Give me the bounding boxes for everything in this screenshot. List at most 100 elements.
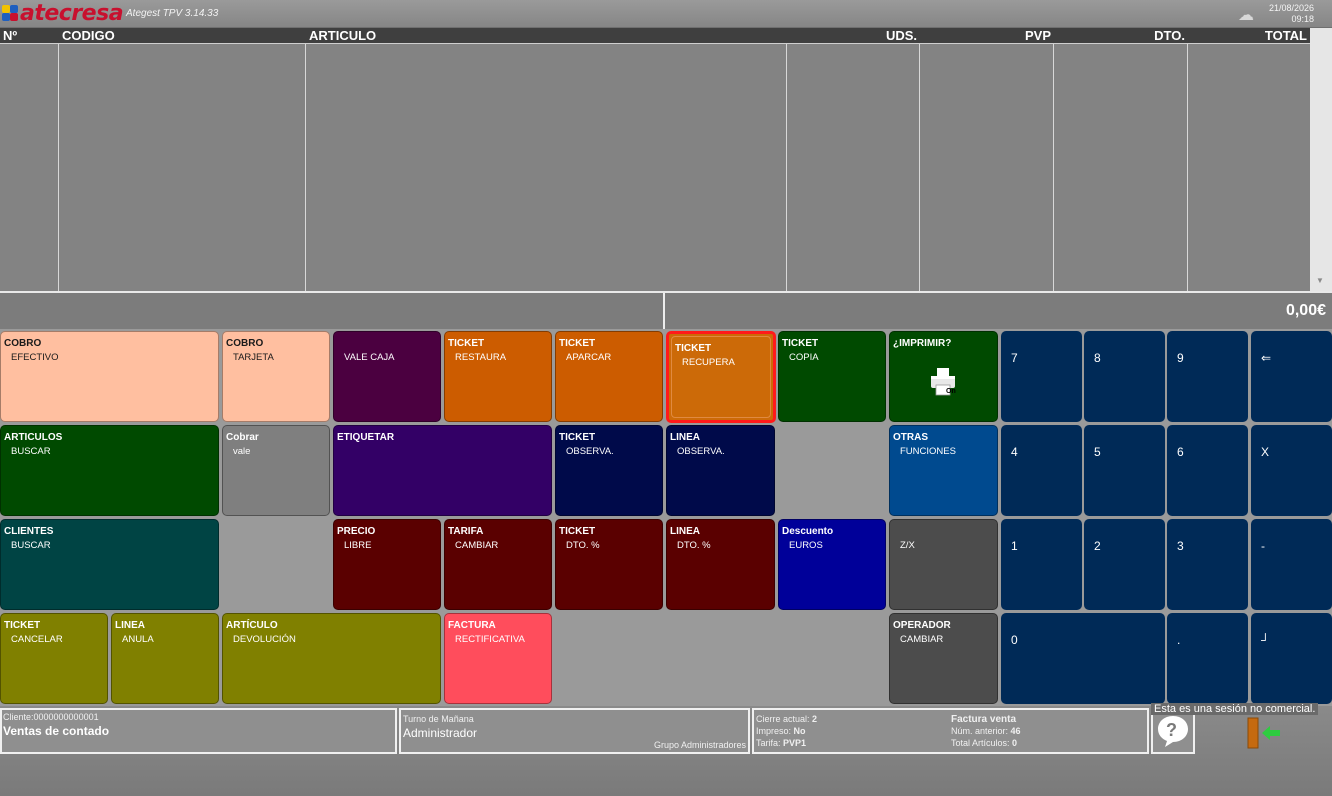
ticket-lines-table[interactable]: Nº CODIGO ARTICULO UDS. PVP DTO. TOTAL [0, 28, 1310, 291]
status-footer: Cliente:0000000000001 Ventas de contado … [0, 706, 1332, 796]
cierre-value: 2 [812, 714, 818, 724]
button-title: LINEA [115, 620, 145, 631]
table-scrollbar[interactable]: ▼ [1310, 28, 1332, 291]
button-title: FACTURA [448, 620, 496, 631]
svg-text:On: On [946, 388, 956, 395]
cobro-tarjeta-button[interactable]: COBRO TARJETA [222, 331, 330, 422]
column-header-dto: DTO. [1154, 28, 1185, 43]
key-enter[interactable]: ┘ [1251, 613, 1332, 704]
client-name: Ventas de contado [3, 724, 110, 738]
button-subtitle: BUSCAR [11, 540, 51, 551]
impreso-label: Impreso: [756, 726, 792, 736]
zx-button[interactable]: Z/X [889, 519, 998, 610]
button-subtitle: RECTIFICATIVA [455, 634, 525, 645]
imprimir-toggle-button[interactable]: ¿IMPRIMIR? On [889, 331, 998, 422]
button-subtitle: VALE CAJA [344, 352, 395, 363]
operador-cambiar-button[interactable]: OPERADOR CAMBIAR [889, 613, 998, 704]
button-subtitle: ANULA [122, 634, 154, 645]
shift-panel[interactable]: Turno de Mañana Administrador Grupo Admi… [399, 708, 750, 754]
articulos-buscar-button[interactable]: ARTICULOS BUSCAR [0, 425, 219, 516]
column-header-codigo: CODIGO [62, 28, 115, 43]
time-text: 09:18 [1291, 14, 1314, 24]
button-subtitle: vale [233, 446, 251, 457]
button-subtitle: OBSERVA. [677, 446, 725, 457]
key-label: 4 [1011, 445, 1018, 459]
key-minus[interactable]: - [1251, 519, 1332, 610]
key-9[interactable]: 9 [1167, 331, 1248, 422]
scroll-down-icon[interactable]: ▼ [1316, 276, 1324, 285]
button-inner [671, 336, 771, 418]
button-title: ETIQUETAR [337, 432, 395, 443]
button-subtitle: CANCELAR [11, 634, 63, 645]
cobro-efectivo-button[interactable]: COBRO EFECTIVO [0, 331, 219, 422]
vale-caja-button[interactable]: VALE CAJA [333, 331, 441, 422]
total-articulos-label: Total Artículos: [951, 738, 1010, 748]
etiquetar-button[interactable]: ETIQUETAR [333, 425, 552, 516]
button-title: TICKET [675, 343, 712, 354]
cobrar-vale-button[interactable]: Cobrar vale [222, 425, 330, 516]
key-6[interactable]: 6 [1167, 425, 1248, 516]
otras-funciones-button[interactable]: OTRAS FUNCIONES [889, 425, 998, 516]
ticket-total: 0,00€ [1285, 302, 1326, 319]
button-subtitle: DTO. % [566, 540, 600, 551]
key-multiply[interactable]: X [1251, 425, 1332, 516]
ticket-copia-button[interactable]: TICKET COPIA [778, 331, 886, 422]
button-title: Descuento [782, 526, 834, 537]
key-label: 8 [1094, 351, 1101, 365]
column-header-articulo: ARTICULO [309, 28, 377, 43]
key-2[interactable]: 2 [1084, 519, 1165, 610]
key-label: 2 [1094, 539, 1101, 553]
button-subtitle: LIBRE [344, 540, 372, 551]
button-title: ARTICULOS [4, 432, 63, 443]
ticket-restaura-button[interactable]: TICKET RESTAURA [444, 331, 552, 422]
key-8[interactable]: 8 [1084, 331, 1165, 422]
button-title: COBRO [4, 338, 42, 349]
key-5[interactable]: 5 [1084, 425, 1165, 516]
linea-dto-button[interactable]: LINEA DTO. % [666, 519, 775, 610]
date-text: 21/08/2026 [1268, 3, 1314, 13]
column-header-pvp: PVP [1024, 28, 1051, 43]
cierre-label: Cierre actual: [756, 714, 810, 724]
key-1[interactable]: 1 [1001, 519, 1082, 610]
tarifa-cambiar-button[interactable]: TARIFA CAMBIAR [444, 519, 552, 610]
logo: atecresa [2, 1, 124, 26]
button-subtitle: CAMBIAR [455, 540, 499, 551]
ticket-observa-button[interactable]: TICKET OBSERVA. [555, 425, 663, 516]
key-backspace[interactable]: ⇐ [1251, 331, 1332, 422]
column-header-num: Nº [3, 28, 18, 43]
key-decimal[interactable]: . [1167, 613, 1248, 704]
table-header: Nº CODIGO ARTICULO UDS. PVP DTO. TOTAL [0, 28, 1310, 44]
client-panel[interactable]: Cliente:0000000000001 Ventas de contado [0, 708, 397, 754]
button-subtitle: RESTAURA [455, 352, 507, 363]
key-0[interactable]: 0 [1001, 613, 1165, 704]
clientes-buscar-button[interactable]: CLIENTES BUSCAR [0, 519, 219, 610]
button-title: TICKET [4, 620, 41, 631]
exit-door-icon[interactable] [1246, 716, 1286, 750]
ticket-recupera-button[interactable]: TICKET RECUPERA [666, 331, 776, 423]
button-subtitle: DEVOLUCIÓN [233, 634, 296, 645]
clock: 21/08/2026 09:18 [1269, 3, 1314, 25]
ticket-dto-button[interactable]: TICKET DTO. % [555, 519, 663, 610]
linea-anula-button[interactable]: LINEA ANULA [111, 613, 219, 704]
key-3[interactable]: 3 [1167, 519, 1248, 610]
button-title: TICKET [559, 338, 596, 349]
button-subtitle: TARJETA [233, 352, 274, 363]
impreso-value: No [793, 726, 806, 736]
precio-libre-button[interactable]: PRECIO LIBRE [333, 519, 441, 610]
help-button[interactable]: ? [1151, 708, 1195, 754]
descuento-euros-button[interactable]: Descuento EUROS [778, 519, 886, 610]
totals-bar: 0,00€ [0, 291, 1332, 329]
button-subtitle: DTO. % [677, 540, 711, 551]
cloud-sync-icon[interactable]: ☁ [1238, 7, 1254, 24]
backspace-icon: ⇐ [1261, 351, 1272, 365]
key-4[interactable]: 4 [1001, 425, 1082, 516]
key-7[interactable]: 7 [1001, 331, 1082, 422]
ticket-cancelar-button[interactable]: TICKET CANCELAR [0, 613, 108, 704]
button-title: CLIENTES [4, 526, 54, 537]
ticket-aparcar-button[interactable]: TICKET APARCAR [555, 331, 663, 422]
articulo-devolucion-button[interactable]: ARTÍCULO DEVOLUCIÓN [222, 613, 441, 704]
linea-observa-button[interactable]: LINEA OBSERVA. [666, 425, 775, 516]
factura-rectificativa-button[interactable]: FACTURA RECTIFICATIVA [444, 613, 552, 704]
key-label: . [1177, 633, 1181, 647]
key-label: 5 [1094, 445, 1101, 459]
